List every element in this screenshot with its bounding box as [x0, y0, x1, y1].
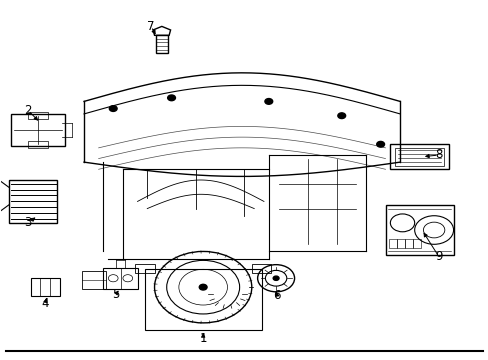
Bar: [396, 239, 404, 248]
Bar: [385, 205, 453, 255]
Text: 3: 3: [24, 216, 32, 229]
Text: 2: 2: [24, 104, 32, 117]
Circle shape: [109, 106, 117, 111]
Circle shape: [376, 141, 384, 147]
Bar: [9, 180, 57, 223]
Bar: [388, 239, 396, 248]
Bar: [394, 148, 443, 166]
Text: 9: 9: [434, 250, 442, 263]
Circle shape: [167, 95, 175, 101]
Bar: [156, 35, 167, 53]
Text: 8: 8: [434, 148, 442, 162]
Bar: [28, 112, 47, 119]
Circle shape: [273, 276, 279, 280]
Text: 4: 4: [41, 297, 49, 310]
Bar: [103, 267, 137, 289]
Bar: [404, 239, 412, 248]
Text: 7: 7: [147, 20, 155, 33]
Circle shape: [199, 284, 206, 290]
Text: 5: 5: [112, 288, 119, 301]
Bar: [28, 141, 47, 148]
Circle shape: [337, 113, 345, 118]
Bar: [30, 278, 60, 296]
Bar: [144, 269, 261, 330]
Text: 6: 6: [273, 288, 280, 302]
Bar: [251, 264, 271, 273]
Bar: [412, 239, 420, 248]
Text: 1: 1: [199, 333, 206, 346]
Bar: [81, 271, 106, 289]
Bar: [389, 144, 448, 169]
Bar: [135, 264, 154, 273]
Circle shape: [264, 99, 272, 104]
